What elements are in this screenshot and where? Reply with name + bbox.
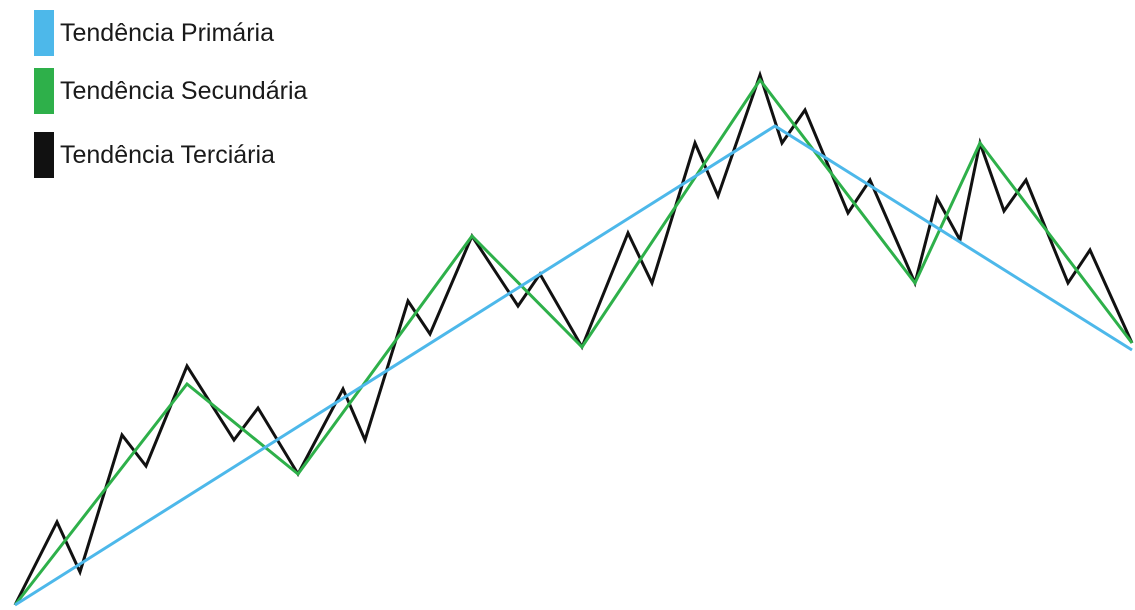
legend-swatch-tertiary bbox=[34, 132, 54, 178]
tertiary-trend-line bbox=[13, 70, 1134, 606]
legend-swatch-primary bbox=[34, 10, 54, 56]
secondary-trend-line bbox=[13, 77, 1134, 606]
primary-trend-line bbox=[14, 124, 1133, 607]
legend-swatch-secondary bbox=[34, 68, 54, 114]
legend-item-tertiary: Tendência Terciária bbox=[34, 132, 275, 178]
legend-item-primary: Tendência Primária bbox=[34, 10, 274, 56]
legend-label-primary: Tendência Primária bbox=[60, 18, 274, 47]
legend-label-secondary: Tendência Secundária bbox=[60, 76, 308, 105]
legend-label-tertiary: Tendência Terciária bbox=[60, 140, 275, 169]
legend-item-secondary: Tendência Secundária bbox=[34, 68, 307, 114]
